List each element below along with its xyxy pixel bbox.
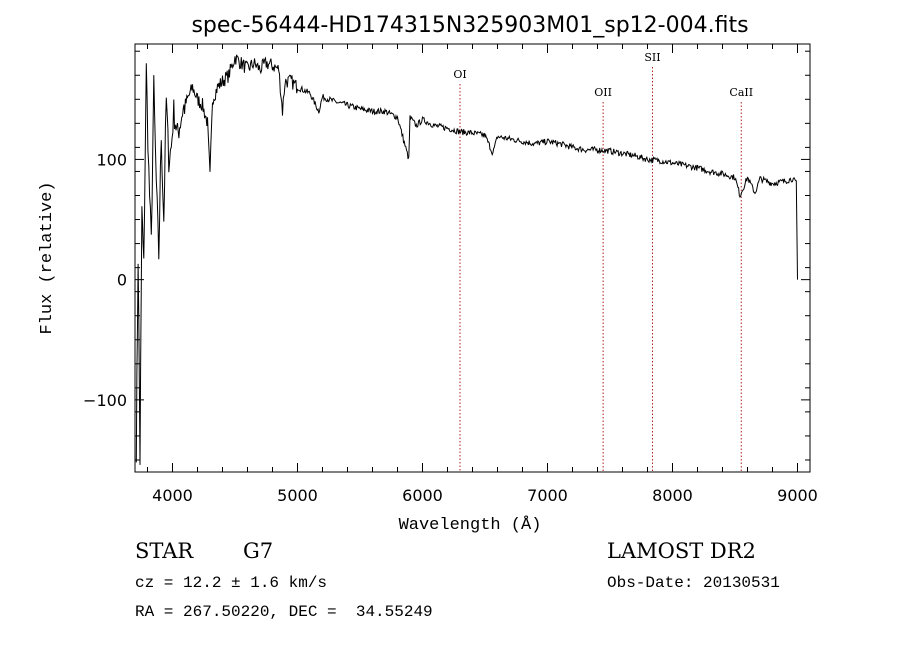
survey-name: LAMOST DR2 xyxy=(607,539,756,563)
chart-title: spec-56444-HD174315N325903M01_sp12-004.f… xyxy=(191,13,748,38)
spectral-subclass: G7 xyxy=(243,539,274,563)
object-type: STAR xyxy=(135,539,194,563)
x-tick-label: 6000 xyxy=(402,486,443,505)
y-axis-label: Flux (relative) xyxy=(38,181,57,334)
marker-label-caii: CaII xyxy=(729,86,753,99)
y-tick-label: −100 xyxy=(83,391,127,410)
x-tick-label: 5000 xyxy=(277,486,318,505)
redshift-velocity: cz = 12.2 ± 1.6 km/s xyxy=(135,574,328,592)
axis-ticks: 4000 5000 6000 7000 8000 9000 −100 0 100 xyxy=(83,44,818,505)
x-tick-label: 9000 xyxy=(777,486,818,505)
y-tick-label: 100 xyxy=(96,150,127,169)
marker-label-sii: SII xyxy=(644,51,660,64)
x-tick-label: 4000 xyxy=(152,486,193,505)
y-tick-label: 0 xyxy=(117,271,127,290)
plot-frame xyxy=(134,43,811,473)
marker-label-oi: OI xyxy=(453,68,466,81)
x-tick-label: 7000 xyxy=(527,486,568,505)
x-tick-label: 8000 xyxy=(652,486,693,505)
observation-date: Obs-Date: 20130531 xyxy=(607,574,780,592)
coordinates: RA = 267.50220, DEC = 34.55249 xyxy=(135,603,433,621)
marker-label-oii: OII xyxy=(594,86,612,99)
x-axis-label: Wavelength (Å) xyxy=(399,516,542,535)
spectrum-line xyxy=(135,54,798,465)
spectral-line-markers: OI OII SII CaII xyxy=(453,51,753,472)
